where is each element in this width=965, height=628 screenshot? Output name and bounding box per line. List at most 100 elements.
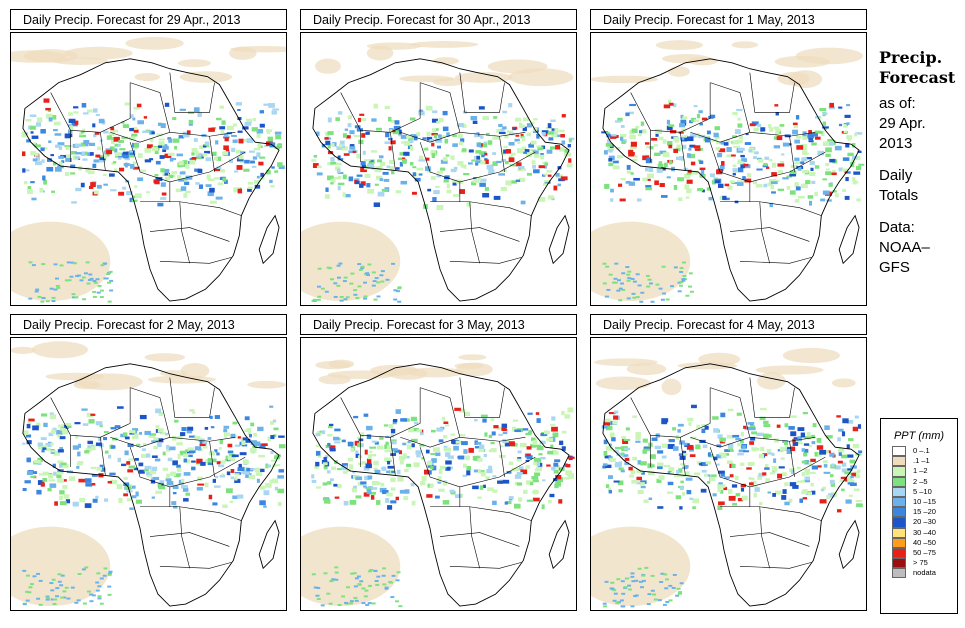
precip-cell bbox=[673, 184, 678, 190]
precip-cell bbox=[58, 161, 63, 167]
precip-cell bbox=[316, 172, 323, 176]
precip-cell bbox=[781, 495, 787, 500]
precip-cell bbox=[764, 156, 770, 160]
precip-cell bbox=[129, 127, 135, 132]
precip-cell bbox=[380, 270, 385, 273]
precip-cell bbox=[679, 156, 684, 161]
precip-cell bbox=[337, 182, 345, 186]
precip-cell bbox=[124, 102, 130, 106]
precip-cell bbox=[204, 150, 211, 154]
precip-cell bbox=[334, 441, 341, 444]
precip-cell bbox=[382, 490, 389, 495]
precip-cell bbox=[68, 118, 76, 124]
precip-cell bbox=[431, 153, 436, 159]
precip-cell bbox=[829, 140, 834, 146]
precip-cell bbox=[178, 160, 184, 166]
precip-cell bbox=[605, 418, 611, 423]
precip-cell bbox=[409, 117, 416, 121]
precip-cell bbox=[120, 463, 127, 467]
precip-cell bbox=[806, 431, 811, 437]
precip-cell bbox=[440, 167, 446, 171]
precip-cell bbox=[249, 150, 255, 153]
precip-cell bbox=[681, 491, 686, 496]
precip-cell bbox=[559, 440, 564, 446]
precip-cell bbox=[715, 146, 721, 151]
precip-cell bbox=[411, 500, 416, 506]
precip-cell bbox=[743, 163, 749, 167]
precip-cell bbox=[130, 485, 136, 489]
precip-cell bbox=[164, 168, 170, 174]
precip-cell bbox=[388, 580, 393, 583]
precip-cell bbox=[132, 117, 136, 121]
precip-cell bbox=[176, 464, 181, 468]
precip-cell bbox=[731, 484, 738, 488]
precip-cell bbox=[45, 595, 50, 598]
precip-cell bbox=[25, 434, 32, 438]
precip-cell bbox=[501, 427, 507, 431]
precip-cell bbox=[636, 469, 643, 473]
precip-cell bbox=[337, 185, 341, 191]
precip-cell bbox=[92, 295, 97, 298]
precip-cell bbox=[770, 185, 775, 189]
precip-cell bbox=[463, 164, 467, 169]
precip-cell bbox=[373, 298, 378, 301]
precip-cell bbox=[132, 166, 140, 170]
precip-cell bbox=[359, 113, 365, 116]
precip-cell bbox=[158, 485, 166, 490]
precip-cell bbox=[188, 123, 193, 126]
precip-cell bbox=[123, 482, 130, 487]
precip-cell bbox=[443, 179, 449, 183]
precip-cell bbox=[442, 157, 448, 162]
precip-cell bbox=[796, 135, 802, 139]
precip-cell bbox=[114, 152, 122, 157]
precip-cell bbox=[604, 455, 612, 459]
precip-cell bbox=[364, 475, 368, 481]
precip-cell bbox=[97, 585, 102, 588]
precip-cell bbox=[204, 141, 210, 146]
precip-cell bbox=[683, 442, 688, 446]
precip-cell bbox=[416, 454, 421, 458]
precip-cell bbox=[355, 450, 359, 454]
precip-cell bbox=[129, 507, 134, 510]
precip-cell bbox=[353, 293, 358, 296]
precip-cell bbox=[219, 475, 226, 478]
precip-cell bbox=[215, 140, 219, 145]
precip-cell bbox=[681, 453, 688, 456]
precip-cell bbox=[243, 459, 249, 465]
precip-cell bbox=[739, 462, 745, 466]
precip-cell bbox=[627, 588, 632, 591]
precip-cell bbox=[670, 285, 675, 288]
precip-cell bbox=[374, 469, 381, 474]
precip-cell bbox=[81, 408, 88, 411]
precip-cell bbox=[42, 444, 48, 448]
precip-cell bbox=[204, 426, 209, 430]
precip-cell bbox=[516, 162, 522, 167]
precip-cell bbox=[779, 446, 786, 451]
precip-cell bbox=[241, 444, 248, 447]
precip-cell bbox=[432, 465, 437, 471]
precip-cell bbox=[685, 196, 690, 199]
precip-cell bbox=[461, 441, 468, 446]
precip-cell bbox=[74, 601, 79, 604]
precip-cell bbox=[327, 151, 334, 155]
precip-cell bbox=[339, 299, 344, 302]
precip-cell bbox=[77, 443, 82, 448]
legend-swatch bbox=[892, 456, 906, 467]
dry-area bbox=[177, 59, 211, 68]
precip-cell bbox=[718, 482, 723, 485]
precip-cell bbox=[773, 145, 781, 149]
precip-cell bbox=[786, 450, 792, 454]
precip-cell bbox=[657, 599, 662, 602]
precip-cell bbox=[486, 468, 493, 474]
precip-cell bbox=[63, 494, 70, 499]
precip-cell bbox=[612, 160, 619, 164]
precip-cell bbox=[767, 124, 772, 128]
precip-cell bbox=[208, 494, 213, 500]
precip-cell bbox=[459, 189, 466, 194]
precip-cell bbox=[62, 590, 67, 593]
precip-cell bbox=[344, 194, 351, 198]
precip-cell bbox=[486, 164, 494, 170]
precip-cell bbox=[371, 602, 376, 605]
precip-cell bbox=[53, 121, 61, 126]
precip-cell bbox=[213, 177, 221, 180]
